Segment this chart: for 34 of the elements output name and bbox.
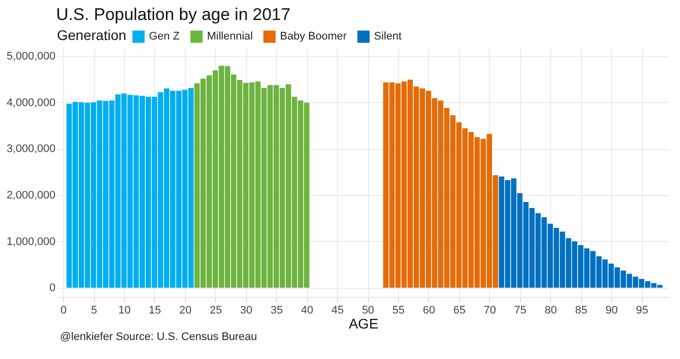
y-tick-label: 0 <box>49 282 56 294</box>
x-tick-label: 60 <box>422 304 436 316</box>
legend-title: Generation <box>57 27 126 43</box>
x-tick-label: 0 <box>60 304 67 316</box>
x-tick-label: 10 <box>118 304 131 316</box>
x-tick-label: 80 <box>544 304 557 316</box>
legend-label: Gen Z <box>149 30 180 43</box>
x-tick-label: 15 <box>148 304 162 316</box>
x-axis-title: AGE <box>348 316 378 332</box>
x-tick-label: 45 <box>331 304 344 316</box>
y-tick-label: 1,000,000 <box>6 236 56 248</box>
x-tick-label: 75 <box>514 304 526 316</box>
x-tick-label: 30 <box>240 304 252 316</box>
x-tick-label: 65 <box>453 304 466 316</box>
x-tick-label: 20 <box>179 304 192 316</box>
x-tick-label: 90 <box>606 304 618 316</box>
x-tick-label: 35 <box>270 304 283 316</box>
legend-label: Silent <box>374 30 402 43</box>
x-tick-label: 40 <box>301 304 314 316</box>
text: @lenkiefer Source: U.S. Census Bureau <box>59 331 258 343</box>
x-tick-label: 85 <box>575 304 588 316</box>
x-tick-label: 55 <box>392 304 405 316</box>
x-tick-label: 95 <box>636 304 648 316</box>
y-tick-label: 2,000,000 <box>6 190 56 202</box>
chart-title: U.S. Population by age in 2017 <box>56 5 290 24</box>
legend-label: Millennial <box>207 30 253 43</box>
legend-label: Baby Boomer <box>280 30 347 43</box>
x-tick-label: 5 <box>90 304 98 316</box>
x-tick-label: 25 <box>210 304 222 316</box>
y-tick-label: 4,000,000 <box>6 96 56 109</box>
x-tick-label: 50 <box>362 304 374 316</box>
y-tick-label: 5,000,000 <box>6 50 56 62</box>
x-tick-label: 70 <box>484 304 496 316</box>
y-tick-label: 3,000,000 <box>6 143 56 156</box>
